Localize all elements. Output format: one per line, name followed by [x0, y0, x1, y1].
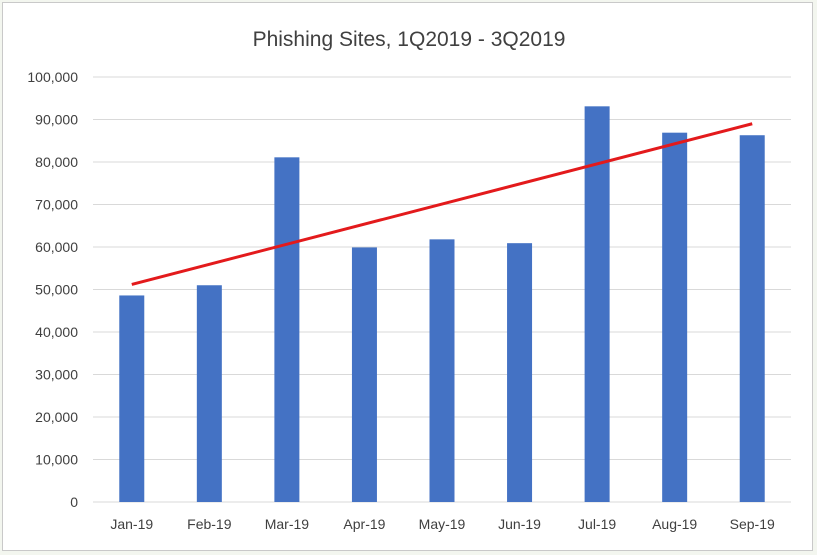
- bar: [351, 247, 377, 502]
- y-axis-ticks: 0 10,000 20,000 30,000 40,000 50,000 60,000 70,…: [27, 69, 78, 510]
- trendline: [131, 122, 753, 286]
- x-tick-label: Apr-19: [343, 516, 385, 532]
- bar: [196, 285, 222, 502]
- bar: [584, 106, 610, 502]
- y-tick-label: 0: [70, 494, 78, 510]
- bar: [507, 243, 533, 503]
- trendline-group: [131, 122, 753, 286]
- x-tick-label: Jul-19: [578, 516, 616, 532]
- x-tick-label: Sep-19: [730, 516, 775, 532]
- x-tick-label: Jun-19: [498, 516, 541, 532]
- bar: [119, 295, 145, 502]
- x-tick-label: Feb-19: [187, 516, 232, 532]
- bar: [662, 132, 688, 503]
- x-tick-label: May-19: [419, 516, 466, 532]
- y-tick-label: 80,000: [35, 154, 78, 170]
- x-tick-label: Aug-19: [652, 516, 697, 532]
- y-tick-label: 40,000: [35, 324, 78, 340]
- y-tick-label: 20,000: [35, 409, 78, 425]
- y-tick-label: 10,000: [35, 452, 78, 468]
- bar: [739, 135, 765, 502]
- y-tick-label: 90,000: [35, 112, 78, 128]
- x-tick-label: Mar-19: [265, 516, 310, 532]
- chart-title: Phishing Sites, 1Q2019 - 3Q2019: [253, 28, 566, 51]
- bars: [119, 106, 765, 503]
- x-tick-label: Jan-19: [110, 516, 153, 532]
- y-tick-label: 30,000: [35, 367, 78, 383]
- y-tick-label: 70,000: [35, 197, 78, 213]
- y-tick-label: 60,000: [35, 239, 78, 255]
- bar: [274, 157, 300, 502]
- y-tick-label: 100,000: [27, 69, 78, 85]
- y-tick-label: 50,000: [35, 282, 78, 298]
- bar: [429, 239, 455, 502]
- x-axis-ticks: Jan-19 Feb-19 Mar-19 Apr-19 May-19 Jun-19 Jul-…: [110, 516, 775, 532]
